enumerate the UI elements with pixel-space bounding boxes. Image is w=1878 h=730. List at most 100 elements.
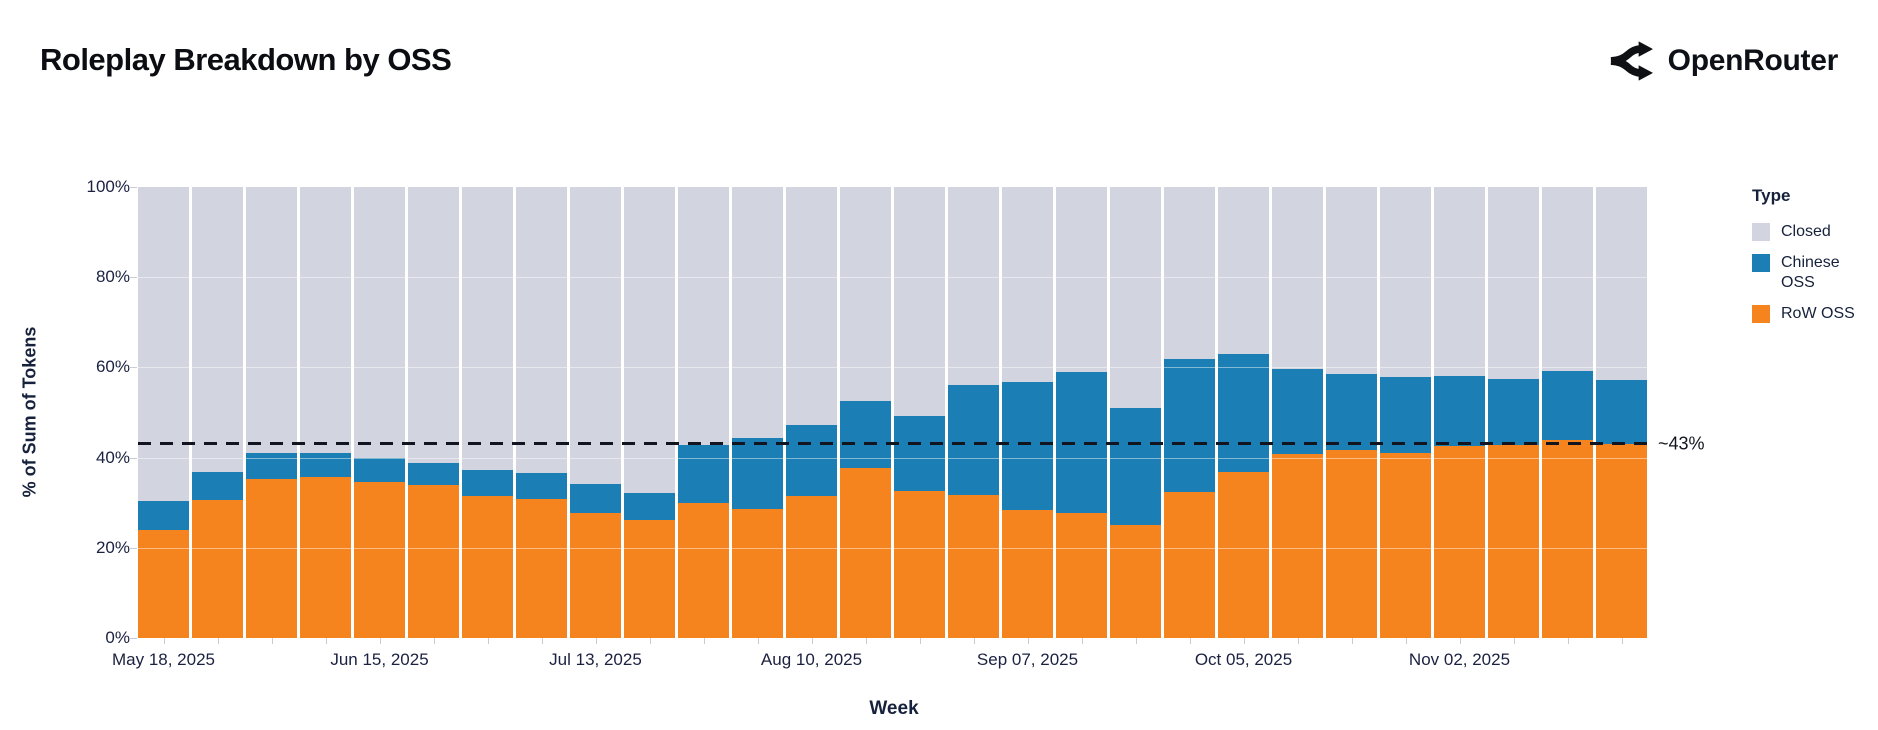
segment-closed[interactable] bbox=[1218, 187, 1269, 355]
segment-row-oss[interactable] bbox=[192, 500, 243, 638]
stacked-bar-week[interactable] bbox=[1272, 187, 1323, 638]
segment-chinese-oss[interactable] bbox=[570, 483, 621, 514]
segment-closed[interactable] bbox=[300, 187, 351, 453]
stacked-bar-week[interactable] bbox=[1164, 187, 1215, 638]
segment-closed[interactable] bbox=[678, 187, 729, 445]
stacked-bar-week[interactable] bbox=[1056, 187, 1107, 638]
segment-closed[interactable] bbox=[246, 187, 297, 454]
legend-item[interactable]: RoW OSS bbox=[1752, 304, 1872, 324]
segment-closed[interactable] bbox=[1488, 187, 1539, 379]
stacked-bar-week[interactable] bbox=[894, 187, 945, 638]
segment-chinese-oss[interactable] bbox=[948, 384, 999, 495]
segment-row-oss[interactable] bbox=[1056, 513, 1107, 638]
segment-chinese-oss[interactable] bbox=[408, 463, 459, 485]
segment-row-oss[interactable] bbox=[354, 481, 405, 638]
segment-closed[interactable] bbox=[786, 187, 837, 426]
segment-closed[interactable] bbox=[408, 187, 459, 464]
segment-row-oss[interactable] bbox=[300, 477, 351, 638]
segment-chinese-oss[interactable] bbox=[1380, 376, 1431, 454]
brand-link[interactable]: OpenRouter bbox=[1608, 40, 1838, 82]
segment-row-oss[interactable] bbox=[1596, 444, 1647, 638]
segment-closed[interactable] bbox=[1434, 187, 1485, 376]
segment-row-oss[interactable] bbox=[840, 467, 891, 638]
segment-row-oss[interactable] bbox=[1164, 492, 1215, 638]
stacked-bar-week[interactable] bbox=[840, 187, 891, 638]
stacked-bar-week[interactable] bbox=[300, 187, 351, 638]
segment-closed[interactable] bbox=[1596, 187, 1647, 380]
segment-chinese-oss[interactable] bbox=[246, 453, 297, 479]
segment-closed[interactable] bbox=[1272, 187, 1323, 369]
segment-chinese-oss[interactable] bbox=[1164, 359, 1215, 493]
stacked-bar-week[interactable] bbox=[192, 187, 243, 638]
segment-row-oss[interactable] bbox=[462, 496, 513, 638]
stacked-bar-week[interactable] bbox=[246, 187, 297, 638]
stacked-bar-week[interactable] bbox=[786, 187, 837, 638]
stacked-bar-week[interactable] bbox=[1326, 187, 1377, 638]
stacked-bar-week[interactable] bbox=[354, 187, 405, 638]
segment-row-oss[interactable] bbox=[1326, 450, 1377, 638]
segment-chinese-oss[interactable] bbox=[1434, 375, 1485, 447]
segment-row-oss[interactable] bbox=[1110, 524, 1161, 638]
segment-closed[interactable] bbox=[948, 187, 999, 385]
segment-chinese-oss[interactable] bbox=[840, 401, 891, 468]
segment-chinese-oss[interactable] bbox=[354, 458, 405, 482]
segment-chinese-oss[interactable] bbox=[678, 444, 729, 504]
segment-chinese-oss[interactable] bbox=[1326, 373, 1377, 451]
segment-closed[interactable] bbox=[1326, 187, 1377, 374]
segment-chinese-oss[interactable] bbox=[624, 493, 675, 520]
segment-chinese-oss[interactable] bbox=[1002, 382, 1053, 510]
segment-closed[interactable] bbox=[570, 187, 621, 484]
segment-closed[interactable] bbox=[624, 187, 675, 494]
segment-chinese-oss[interactable] bbox=[1272, 368, 1323, 454]
stacked-bar-week[interactable] bbox=[138, 187, 189, 638]
segment-row-oss[interactable] bbox=[516, 499, 567, 638]
stacked-bar-week[interactable] bbox=[678, 187, 729, 638]
stacked-bar-week[interactable] bbox=[516, 187, 567, 638]
segment-closed[interactable] bbox=[840, 187, 891, 402]
segment-row-oss[interactable] bbox=[786, 496, 837, 638]
stacked-bar-week[interactable] bbox=[1434, 187, 1485, 638]
segment-closed[interactable] bbox=[1110, 187, 1161, 409]
segment-closed[interactable] bbox=[192, 187, 243, 473]
segment-row-oss[interactable] bbox=[678, 503, 729, 638]
stacked-bar-week[interactable] bbox=[570, 187, 621, 638]
segment-closed[interactable] bbox=[462, 187, 513, 471]
segment-chinese-oss[interactable] bbox=[300, 452, 351, 478]
segment-closed[interactable] bbox=[732, 187, 783, 438]
segment-closed[interactable] bbox=[894, 187, 945, 417]
segment-row-oss[interactable] bbox=[1218, 472, 1269, 638]
stacked-bar-week[interactable] bbox=[1218, 187, 1269, 638]
stacked-bar-week[interactable] bbox=[1002, 187, 1053, 638]
segment-chinese-oss[interactable] bbox=[516, 472, 567, 500]
segment-closed[interactable] bbox=[1056, 187, 1107, 372]
segment-closed[interactable] bbox=[1380, 187, 1431, 377]
stacked-bar-week[interactable] bbox=[408, 187, 459, 638]
stacked-bar-week[interactable] bbox=[948, 187, 999, 638]
segment-chinese-oss[interactable] bbox=[462, 470, 513, 497]
stacked-bar-week[interactable] bbox=[1542, 187, 1593, 638]
segment-row-oss[interactable] bbox=[138, 530, 189, 638]
stacked-bar-week[interactable] bbox=[1596, 187, 1647, 638]
segment-closed[interactable] bbox=[1164, 187, 1215, 360]
segment-row-oss[interactable] bbox=[1488, 444, 1539, 638]
segment-closed[interactable] bbox=[1002, 187, 1053, 383]
segment-row-oss[interactable] bbox=[1002, 509, 1053, 638]
segment-chinese-oss[interactable] bbox=[1488, 378, 1539, 445]
stacked-bar-week[interactable] bbox=[462, 187, 513, 638]
segment-chinese-oss[interactable] bbox=[1110, 408, 1161, 525]
segment-closed[interactable] bbox=[354, 187, 405, 459]
segment-row-oss[interactable] bbox=[408, 484, 459, 638]
segment-row-oss[interactable] bbox=[894, 491, 945, 638]
segment-row-oss[interactable] bbox=[948, 494, 999, 638]
segment-chinese-oss[interactable] bbox=[732, 437, 783, 510]
segment-chinese-oss[interactable] bbox=[1542, 371, 1593, 441]
segment-chinese-oss[interactable] bbox=[1218, 354, 1269, 473]
stacked-bar-week[interactable] bbox=[624, 187, 675, 638]
segment-row-oss[interactable] bbox=[1542, 440, 1593, 638]
segment-row-oss[interactable] bbox=[570, 513, 621, 638]
segment-row-oss[interactable] bbox=[1434, 446, 1485, 638]
segment-chinese-oss[interactable] bbox=[894, 416, 945, 492]
stacked-bar-week[interactable] bbox=[732, 187, 783, 638]
segment-closed[interactable] bbox=[516, 187, 567, 473]
segment-row-oss[interactable] bbox=[1380, 453, 1431, 638]
